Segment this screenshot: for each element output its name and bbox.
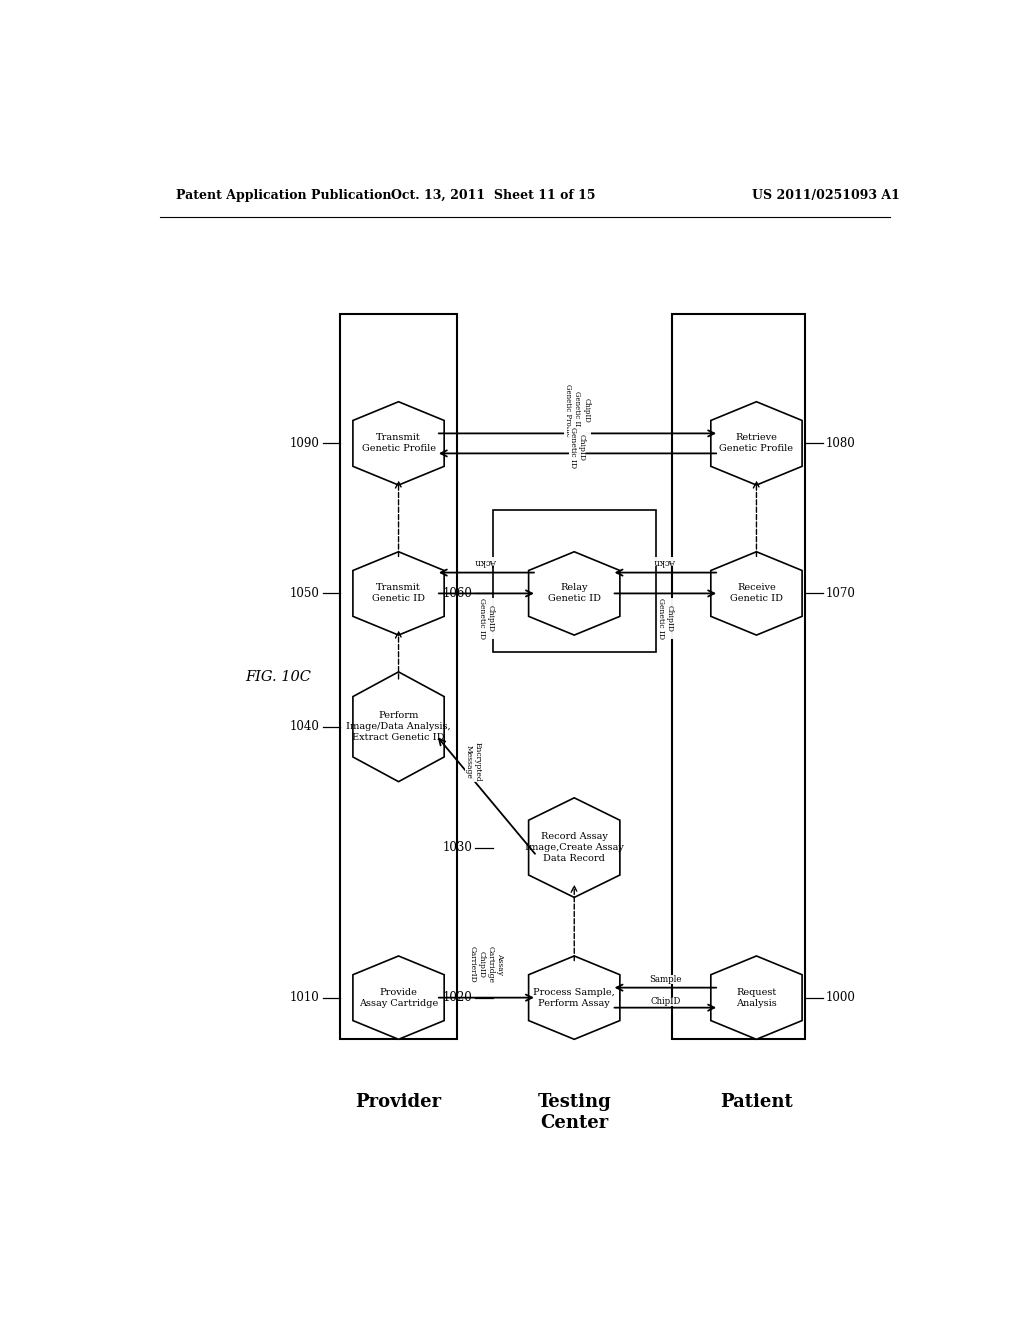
Text: Ackn: Ackn <box>654 557 676 566</box>
Polygon shape <box>711 552 802 635</box>
Text: 1040: 1040 <box>290 721 319 734</box>
Text: US 2011/0251093 A1: US 2011/0251093 A1 <box>753 189 900 202</box>
Text: ChipID
Genetic ID: ChipID Genetic ID <box>656 598 674 639</box>
Bar <box>672 314 805 1039</box>
Text: 1000: 1000 <box>826 991 856 1005</box>
Text: Oct. 13, 2011  Sheet 11 of 15: Oct. 13, 2011 Sheet 11 of 15 <box>391 189 595 202</box>
Polygon shape <box>353 552 444 635</box>
Polygon shape <box>353 956 444 1039</box>
Polygon shape <box>528 552 620 635</box>
Text: 1050: 1050 <box>290 587 319 599</box>
Text: Relay
Genetic ID: Relay Genetic ID <box>548 583 601 603</box>
Text: Process Sample,
Perform Assay: Process Sample, Perform Assay <box>534 987 615 1007</box>
Text: Receive
Genetic ID: Receive Genetic ID <box>730 583 783 603</box>
Text: ChipID: ChipID <box>650 998 681 1006</box>
Text: ChipID
Genetic ID: ChipID Genetic ID <box>569 426 586 469</box>
Bar <box>493 510 655 652</box>
Polygon shape <box>528 956 620 1039</box>
Text: ChipID
Genetic ID
Genetic Profile: ChipID Genetic ID Genetic Profile <box>564 384 591 437</box>
Text: Patent Application Publication: Patent Application Publication <box>176 189 391 202</box>
Bar <box>340 314 457 1039</box>
Polygon shape <box>353 672 444 781</box>
Text: Sample: Sample <box>649 974 682 983</box>
Text: Patient: Patient <box>720 1093 793 1111</box>
Text: Record Assay
Image,Create Assay
Data Record: Record Assay Image,Create Assay Data Rec… <box>525 832 624 863</box>
Text: Ackn: Ackn <box>475 557 498 566</box>
Text: FIG. 10C: FIG. 10C <box>246 669 311 684</box>
Text: Encrypted
Message: Encrypted Message <box>465 742 482 781</box>
Text: 1010: 1010 <box>290 991 319 1005</box>
Polygon shape <box>711 956 802 1039</box>
Text: Transmit
Genetic ID: Transmit Genetic ID <box>372 583 425 603</box>
Text: 1080: 1080 <box>826 437 856 450</box>
Text: Perform
Image/Data Analysis,
Extract Genetic ID: Perform Image/Data Analysis, Extract Gen… <box>346 711 451 742</box>
Text: 1090: 1090 <box>290 437 319 450</box>
Text: Retrieve
Genetic Profile: Retrieve Genetic Profile <box>720 433 794 454</box>
Polygon shape <box>528 797 620 898</box>
Text: Assay
Cartridge
ChipID
CarrierID: Assay Cartridge ChipID CarrierID <box>469 946 504 983</box>
Text: Transmit
Genetic Profile: Transmit Genetic Profile <box>361 433 435 454</box>
Text: Provider: Provider <box>355 1093 441 1111</box>
Polygon shape <box>711 401 802 484</box>
Text: Provide
Assay Cartridge: Provide Assay Cartridge <box>359 987 438 1007</box>
Polygon shape <box>353 401 444 484</box>
Text: 1020: 1020 <box>442 991 472 1005</box>
Text: ChipID
Genetic ID: ChipID Genetic ID <box>478 598 495 639</box>
Text: Testing
Center: Testing Center <box>538 1093 611 1133</box>
Text: 1070: 1070 <box>826 587 856 599</box>
Text: 1030: 1030 <box>442 841 472 854</box>
Text: Request
Analysis: Request Analysis <box>736 987 777 1007</box>
Text: 1060: 1060 <box>442 587 472 599</box>
